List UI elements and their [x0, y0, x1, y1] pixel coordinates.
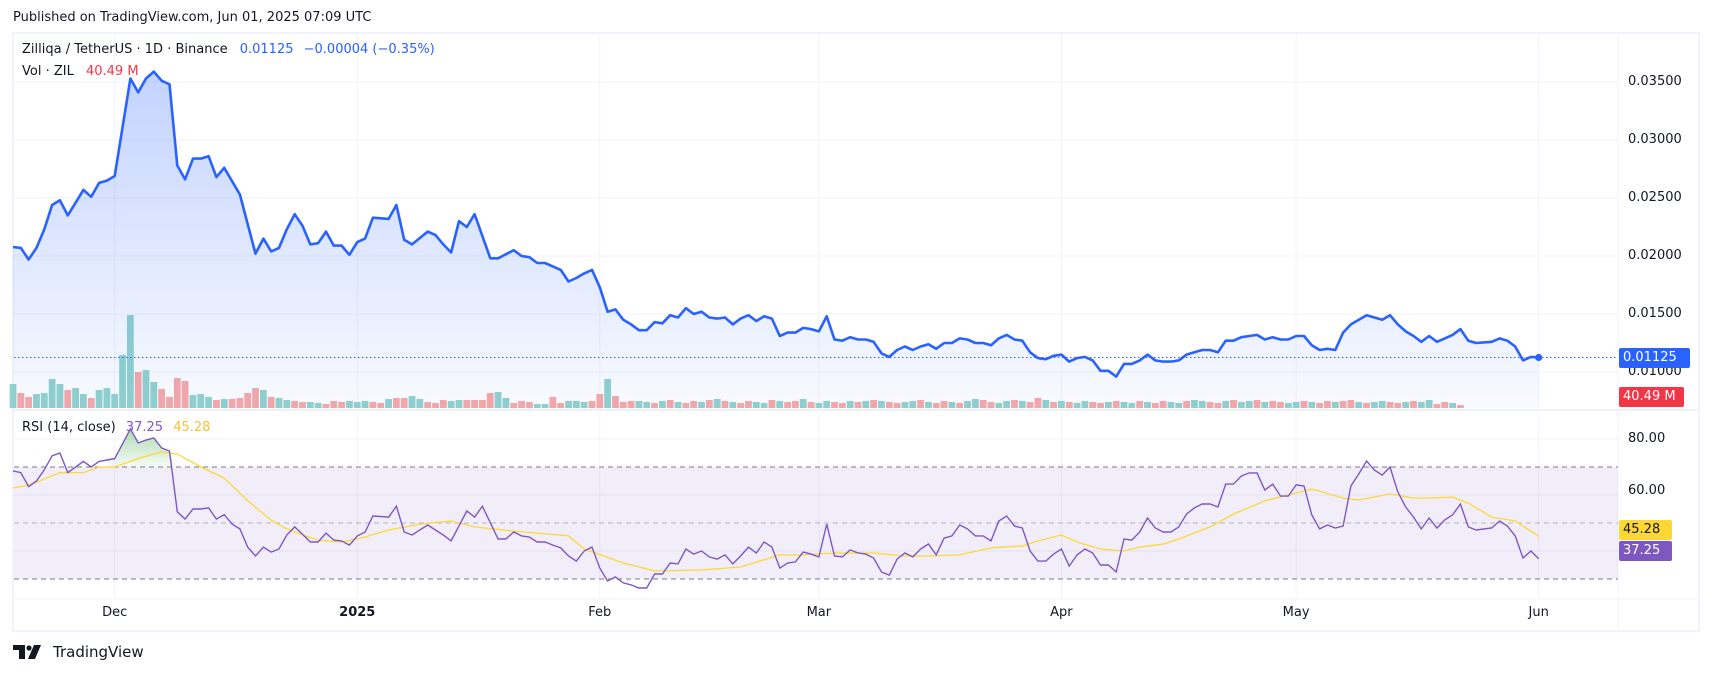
last-price-tag: 0.01125 — [1619, 348, 1690, 368]
price-axis-label: 0.01500 — [1628, 306, 1682, 321]
rsi-tag: 37.25 — [1619, 541, 1672, 561]
time-axis-label: Feb — [588, 605, 612, 620]
time-axis-label: Dec — [102, 605, 128, 620]
rsi-ma-tag: 45.28 — [1619, 520, 1672, 540]
time-axis-label: Mar — [806, 605, 832, 620]
time-axis-label: 2025 — [339, 605, 376, 620]
tradingview-logo-icon — [13, 645, 41, 659]
rsi-title: RSI (14, close) — [22, 420, 116, 435]
price-axis-label: 0.02000 — [1628, 248, 1682, 263]
tradingview-logo[interactable]: TradingView — [13, 643, 144, 661]
rsi-legend: RSI (14, close) 37.25 45.28 — [22, 420, 210, 435]
price-axis-label: 0.03500 — [1628, 74, 1682, 89]
price-axis-label: 0.02500 — [1628, 190, 1682, 205]
price-axis-label: 0.03000 — [1628, 132, 1682, 147]
published-caption: Published on TradingView.com, Jun 01, 20… — [13, 10, 372, 25]
symbol-title: Zilliqa / TetherUS · 1D · Binance — [22, 42, 228, 57]
rsi-axis-label: 60.00 — [1628, 483, 1666, 498]
volume-title: Vol · ZIL — [22, 64, 74, 79]
rsi-ma-value: 45.28 — [173, 420, 211, 435]
time-axis-label: Apr — [1050, 605, 1073, 620]
volume-tag: 40.49 M — [1619, 387, 1684, 407]
time-axis-label: May — [1282, 605, 1310, 620]
price-change: −0.00004 (−0.35%) — [303, 42, 435, 57]
tradingview-brand: TradingView — [53, 643, 144, 661]
last-price: 0.01125 — [239, 42, 294, 57]
rsi-axis-label: 80.00 — [1628, 431, 1666, 446]
symbol-legend: Zilliqa / TetherUS · 1D · Binance 0.0112… — [22, 42, 435, 57]
volume-legend: Vol · ZIL 40.49 M — [22, 64, 139, 79]
volume-value: 40.49 M — [85, 64, 139, 79]
time-axis-label: Jun — [1528, 605, 1549, 620]
rsi-value: 37.25 — [125, 420, 164, 435]
